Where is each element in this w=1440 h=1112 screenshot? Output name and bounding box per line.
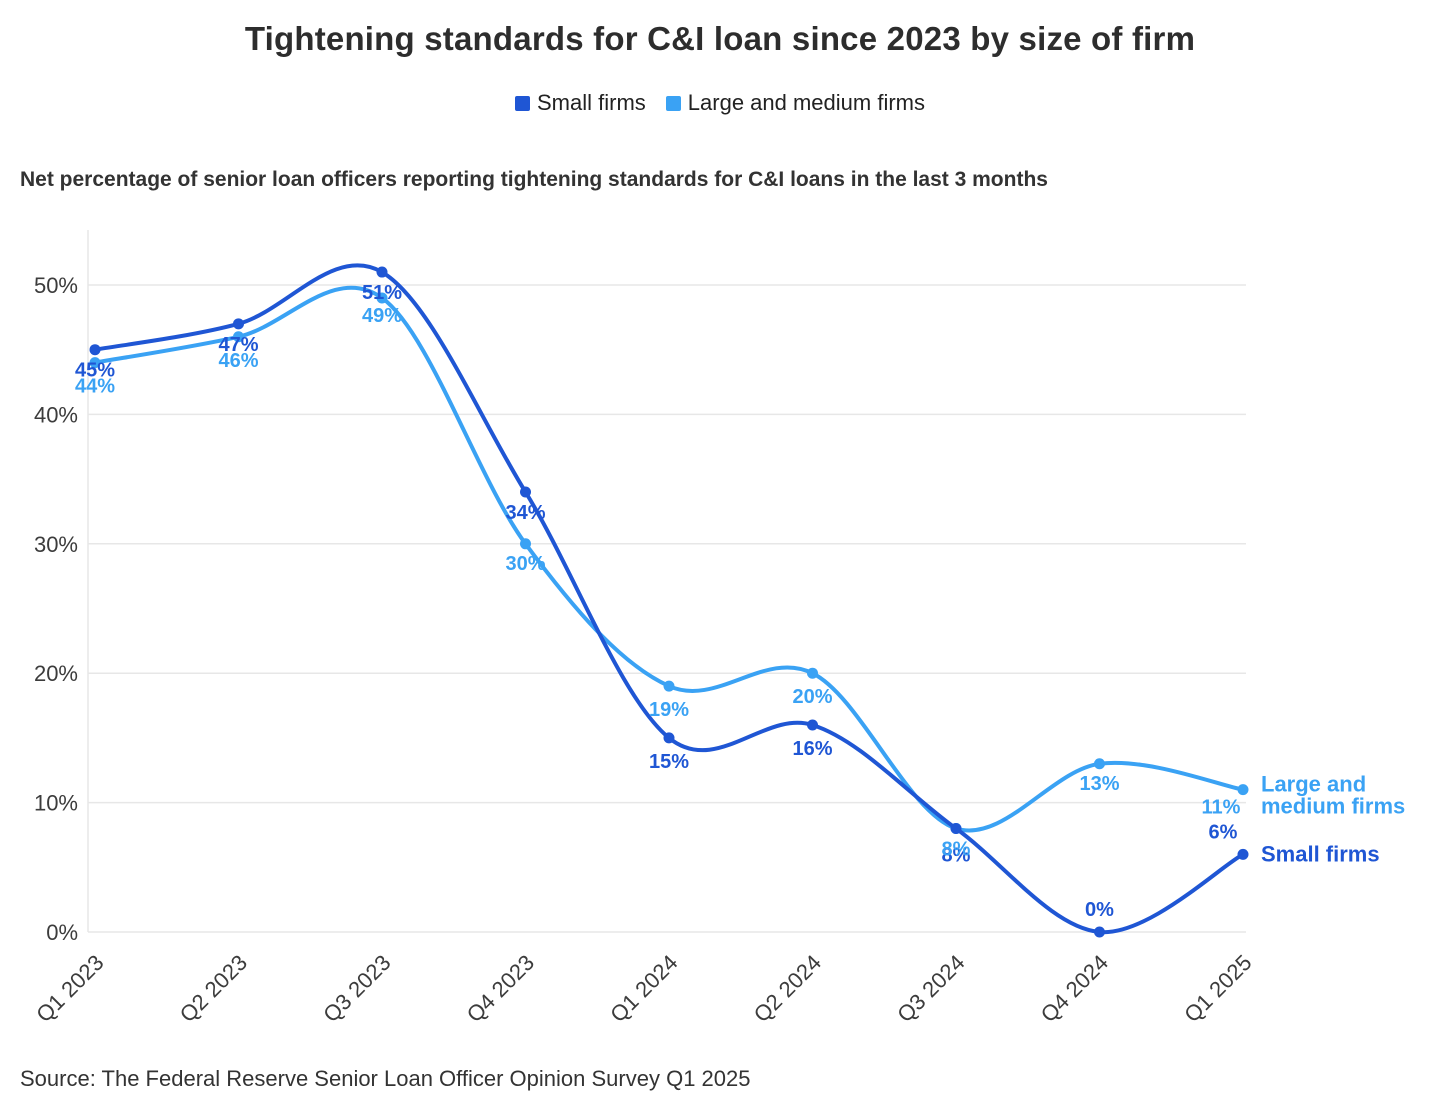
legend-swatch-small-firms (515, 95, 530, 111)
chart-title: Tightening standards for C&I loan since … (244, 20, 1196, 57)
line-chart: 0% 10% 20% 30% 40% 50% Q1 2023 Q2 2023 Q3 2023 Q4… (31, 230, 1405, 1027)
data-label-large-and-medium-firms: 19% (649, 699, 689, 721)
series-end-label-large-and-medium-firms: Large and (1261, 772, 1366, 797)
data-label-large-and-medium-firms: 8% (942, 838, 971, 860)
y-tick-label: 50% (34, 273, 78, 298)
y-tick-label: 0% (46, 920, 78, 945)
data-point-large-and-medium-firms (1094, 758, 1105, 770)
legend-item-small-firms: Small firms (515, 90, 646, 116)
x-tick-label: Q1 2025 (1179, 950, 1256, 1027)
data-point-small-firms (1237, 848, 1249, 860)
data-label-large-and-medium-firms: 44% (75, 376, 115, 398)
x-tick-label: Q2 2023 (175, 950, 252, 1027)
data-label-small-firms: 6% (1209, 821, 1238, 843)
series-line-small-firms (93, 263, 1245, 935)
y-tick-label: 30% (34, 532, 78, 557)
data-label-small-firms: 15% (649, 751, 689, 773)
data-label-small-firms: 0% (1085, 899, 1114, 921)
x-tick-label: Q1 2024 (605, 950, 682, 1027)
data-point-small-firms (807, 719, 818, 731)
data-point-small-firms (376, 266, 388, 278)
data-point-large-and-medium-firms (663, 680, 675, 692)
data-point-small-firms (950, 822, 962, 834)
chart-legend: Small firms Large and medium firms (0, 90, 1440, 116)
source-note: Source: The Federal Reserve Senior Loan … (20, 1066, 751, 1091)
y-tick-label: 40% (34, 402, 78, 427)
x-tick-label: Q4 2023 (462, 950, 539, 1027)
data-point-large-and-medium-firms (807, 667, 818, 679)
data-point-large-and-medium-firms (520, 538, 531, 550)
legend-label-small-firms: Small firms (537, 90, 646, 115)
data-label-small-firms: 34% (505, 502, 545, 524)
data-label-large-and-medium-firms: 13% (1079, 773, 1119, 795)
data-label-large-and-medium-firms: 11% (1202, 797, 1241, 819)
series-end-label-small-firms: Small firms (1261, 841, 1380, 866)
y-tick-label: 10% (34, 791, 78, 816)
series-end-label-large-and-medium-firms: medium firms (1261, 794, 1405, 819)
data-label-small-firms: 16% (792, 738, 832, 760)
data-label-small-firms: 45% (75, 360, 115, 382)
data-label-small-firms: 8% (942, 844, 971, 866)
x-tick-label: Q3 2024 (892, 950, 969, 1027)
legend-swatch-large-medium-firms (665, 95, 681, 111)
data-point-small-firms (663, 732, 675, 744)
chart-area: 0% 10% 20% 30% 40% 50% Q1 2023 Q2 2023 Q3 2023 Q4… (0, 210, 1440, 1058)
data-label-small-firms: 51% (362, 282, 402, 304)
x-tick-label: Q3 2023 (318, 950, 395, 1027)
chart-subtitle: Net percentage of senior loan officers r… (20, 168, 1048, 191)
legend-item-large-medium-firms: Large and medium firms (665, 90, 925, 116)
data-label-small-firms: 47% (218, 334, 258, 356)
data-label-large-and-medium-firms: 46% (218, 350, 258, 372)
data-point-large-and-medium-firms (233, 331, 244, 343)
x-tick-label: Q2 2024 (749, 950, 826, 1027)
data-label-large-and-medium-firms: 20% (792, 686, 832, 708)
data-point-small-firms (520, 486, 531, 498)
data-point-large-and-medium-firms (1237, 784, 1249, 796)
y-tick-label: 20% (34, 661, 78, 686)
series-line-large-and-medium-firms (93, 285, 1245, 833)
data-point-small-firms (233, 318, 244, 330)
data-point-large-and-medium-firms (89, 357, 101, 369)
data-point-small-firms (1094, 926, 1105, 938)
data-point-small-firms (89, 344, 101, 356)
x-tick-label: Q1 2023 (31, 950, 108, 1027)
data-label-large-and-medium-firms: 49% (362, 305, 402, 327)
legend-label-large-medium-firms: Large and medium firms (687, 90, 925, 115)
data-point-large-and-medium-firms (376, 292, 388, 304)
x-tick-label: Q4 2024 (1036, 950, 1113, 1027)
data-label-large-and-medium-firms: 30% (505, 553, 545, 575)
